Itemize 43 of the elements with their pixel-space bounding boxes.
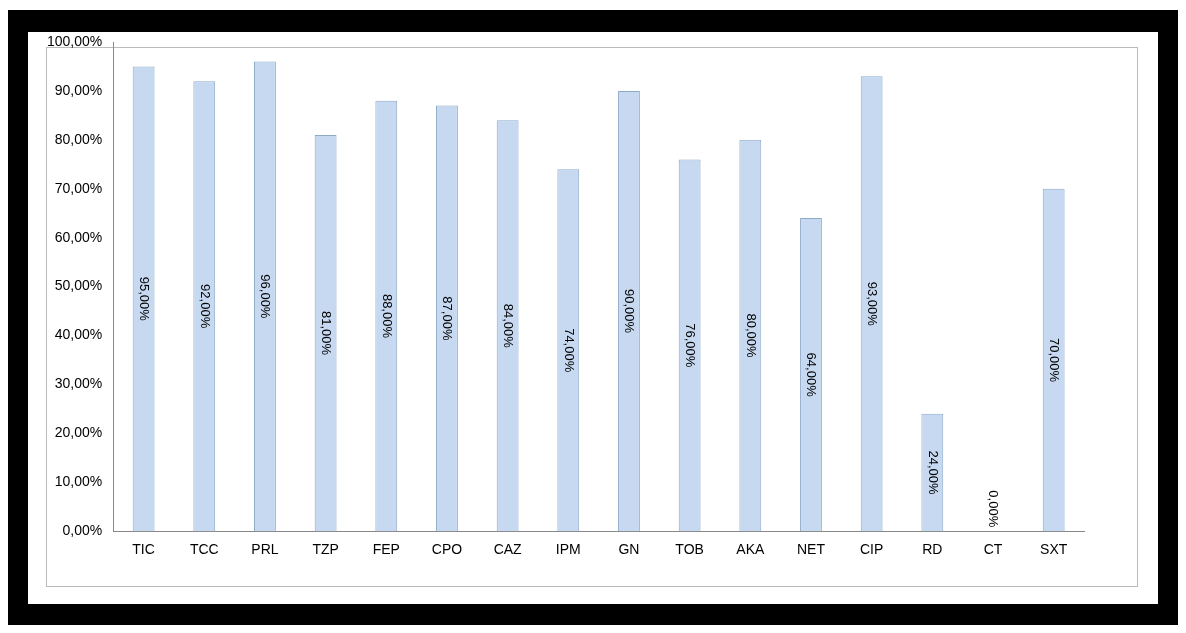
x-tick-label: TZP [312, 541, 339, 558]
x-tick-label: AKA [736, 541, 765, 558]
data-label: 0,00% [986, 490, 1002, 528]
y-tick-label: 20,00% [54, 424, 103, 441]
y-tick-label: 90,00% [54, 81, 103, 98]
x-tick-label: CT [983, 541, 1003, 558]
y-tick-label: 60,00% [54, 228, 103, 245]
x-tick-label: NET [796, 541, 826, 558]
data-label: 81,00% [319, 311, 335, 356]
data-label: 74,00% [561, 328, 577, 373]
x-tick-label: TIC [132, 541, 155, 558]
data-label: 88,00% [379, 293, 395, 339]
data-label: 92,00% [197, 284, 213, 329]
x-tick-label: CPO [431, 541, 463, 558]
y-tick-label: 10,00% [54, 473, 103, 490]
y-tick-label: 70,00% [54, 179, 103, 196]
data-label: 24,00% [925, 450, 941, 495]
y-tick-label: 0,00% [62, 522, 103, 539]
data-label: 93,00% [865, 281, 881, 327]
data-label: 64,00% [804, 352, 820, 398]
data-label: 87,00% [440, 296, 456, 341]
y-tick-label: 50,00% [54, 277, 103, 294]
x-tick-label: FEP [372, 541, 400, 558]
y-tick-label: 80,00% [54, 130, 103, 147]
x-tick-label: IPM [555, 541, 581, 558]
x-tick-label: CIP [859, 541, 884, 558]
y-tick-label: 100,00% [46, 32, 103, 49]
x-tick-label: SXT [1040, 541, 1068, 558]
x-tick-label: CAZ [493, 541, 523, 558]
x-tick-label: TCC [189, 541, 219, 558]
data-label: 95,00% [137, 276, 153, 322]
data-label: 84,00% [501, 303, 517, 349]
data-label: 96,00% [258, 274, 274, 319]
data-label: 80,00% [743, 313, 759, 358]
x-tick-label: GN [618, 541, 640, 558]
data-label: 90,00% [622, 289, 638, 334]
x-tick-label: TOB [675, 541, 704, 558]
y-tick-label: 30,00% [54, 375, 103, 392]
x-tick-label: PRL [251, 541, 279, 558]
data-label: 70,00% [1047, 337, 1063, 383]
x-tick-label: RD [922, 541, 943, 558]
y-tick-label: 40,00% [54, 326, 103, 343]
data-label: 76,00% [683, 323, 699, 368]
